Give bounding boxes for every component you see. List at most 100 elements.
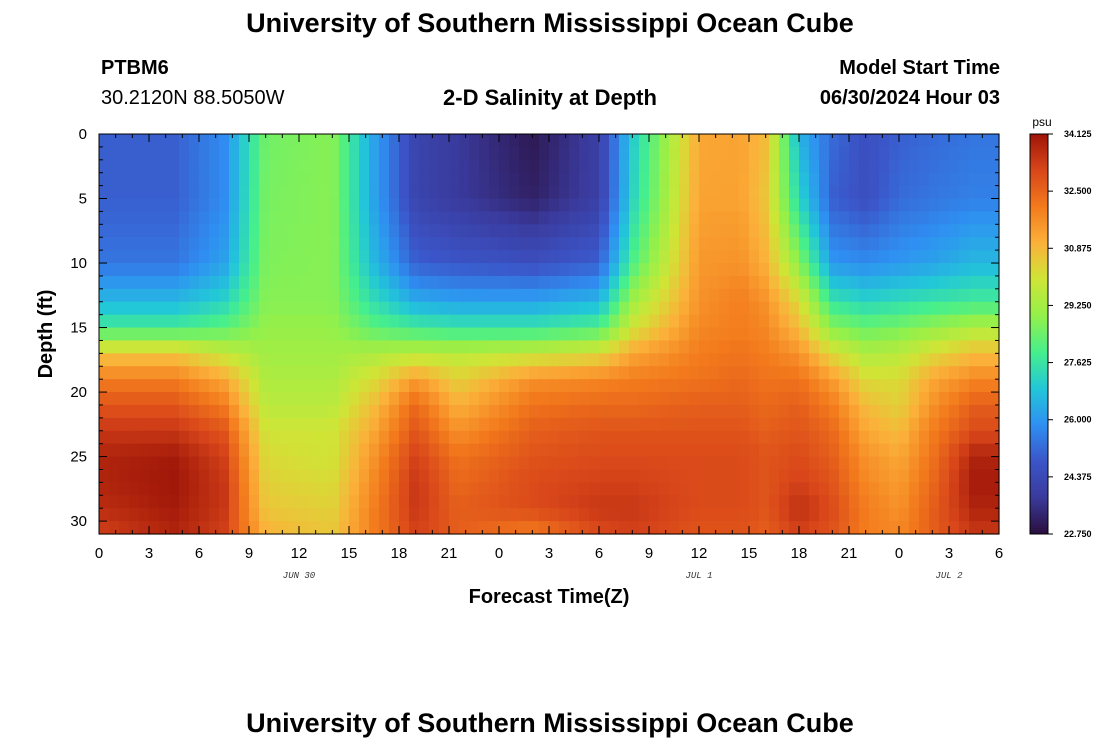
heatmap-cell: [509, 172, 520, 187]
heatmap-cell: [629, 482, 640, 496]
heatmap-cell: [429, 314, 440, 329]
heatmap-cell: [709, 482, 720, 496]
heatmap-cell: [259, 250, 270, 264]
heatmap-cell: [979, 224, 990, 238]
heatmap-cell: [159, 224, 170, 238]
heatmap-cell: [339, 185, 350, 200]
heatmap-cell: [179, 327, 190, 342]
heatmap-cell: [479, 314, 490, 329]
heatmap-cell: [939, 185, 950, 200]
heatmap-cell: [559, 172, 570, 187]
heatmap-cell: [939, 211, 950, 225]
heatmap-cell: [479, 469, 490, 483]
heatmap-cell: [809, 469, 820, 483]
heatmap-cell: [859, 482, 870, 496]
heatmap-cell: [149, 508, 160, 522]
heatmap-cell: [529, 353, 540, 367]
heatmap-cell: [879, 430, 890, 445]
heatmap-cell: [779, 353, 790, 367]
heatmap-cell: [129, 134, 140, 148]
heatmap-cell: [289, 404, 300, 419]
heatmap-cell: [129, 172, 140, 187]
heatmap-cell: [389, 146, 400, 161]
heatmap-cell: [119, 469, 130, 483]
heatmap-cell: [969, 301, 980, 316]
heatmap-cell: [859, 392, 870, 406]
heatmap-cell: [809, 198, 820, 213]
heatmap-cell: [479, 404, 490, 419]
heatmap-cell: [749, 379, 760, 393]
heatmap-cell: [519, 237, 530, 251]
heatmap-cell: [249, 482, 260, 496]
heatmap-cell: [339, 159, 350, 174]
heatmap-cell: [939, 353, 950, 367]
heatmap-cell: [989, 211, 1000, 225]
heatmap-cell: [789, 172, 800, 187]
heatmap-cell: [809, 159, 820, 174]
heatmap-cell: [739, 508, 750, 522]
heatmap-cell: [929, 443, 940, 458]
heatmap-cell: [739, 224, 750, 238]
heatmap-cell: [509, 456, 520, 471]
heatmap-cell: [329, 392, 340, 406]
heatmap-cell: [709, 469, 720, 483]
heatmap-cell: [909, 482, 920, 496]
heatmap-cell: [809, 379, 820, 393]
heatmap-cell: [549, 456, 560, 471]
heatmap-cell: [909, 340, 920, 354]
heatmap-cell: [199, 456, 210, 471]
heatmap-cell: [189, 185, 200, 200]
heatmap-cell: [769, 353, 780, 367]
heatmap-cell: [529, 392, 540, 406]
heatmap-cell: [969, 340, 980, 354]
heatmap-cell: [179, 353, 190, 367]
heatmap-cell: [759, 469, 770, 483]
heatmap-cell: [359, 185, 370, 200]
heatmap-cell: [649, 159, 660, 174]
heatmap-cell: [549, 314, 560, 329]
heatmap-cell: [309, 237, 320, 251]
heatmap-cell: [469, 521, 480, 535]
heatmap-cell: [129, 146, 140, 161]
heatmap-cell: [399, 430, 410, 445]
heatmap-cell: [359, 263, 370, 277]
heatmap-cell: [819, 469, 830, 483]
heatmap-cell: [229, 237, 240, 251]
heatmap-cell: [599, 275, 610, 290]
heatmap-cell: [829, 379, 840, 393]
heatmap-cell: [729, 482, 740, 496]
heatmap-cell: [679, 327, 690, 342]
heatmap-cell: [909, 456, 920, 471]
heatmap-cell: [299, 224, 310, 238]
heatmap-cell: [939, 134, 950, 148]
heatmap-cell: [619, 198, 630, 213]
heatmap-cell: [859, 379, 870, 393]
heatmap-cell: [679, 275, 690, 290]
heatmap-cell: [409, 134, 420, 148]
heatmap-cell: [389, 301, 400, 316]
heatmap-cell: [919, 185, 930, 200]
heatmap-cell: [109, 392, 120, 406]
heatmap-cell: [959, 211, 970, 225]
heatmap-cell: [719, 159, 730, 174]
heatmap-cell: [119, 301, 130, 316]
heatmap-cell: [769, 275, 780, 290]
heatmap-cell: [889, 301, 900, 316]
heatmap-cell: [829, 508, 840, 522]
heatmap-cell: [609, 392, 620, 406]
heatmap-cell: [279, 146, 290, 161]
heatmap-cell: [149, 469, 160, 483]
heatmap-cell: [929, 237, 940, 251]
heatmap-cell: [559, 146, 570, 161]
date-label: JUL 2: [935, 571, 963, 581]
heatmap-cell: [289, 146, 300, 161]
heatmap-cell: [229, 159, 240, 174]
heatmap-cell: [109, 521, 120, 535]
heatmap-cell: [669, 495, 680, 509]
heatmap-cell: [549, 211, 560, 225]
heatmap-cell: [419, 443, 430, 458]
heatmap-cell: [249, 224, 260, 238]
heatmap-cell: [349, 469, 360, 483]
heatmap-cell: [889, 379, 900, 393]
heatmap-cell: [439, 288, 450, 303]
